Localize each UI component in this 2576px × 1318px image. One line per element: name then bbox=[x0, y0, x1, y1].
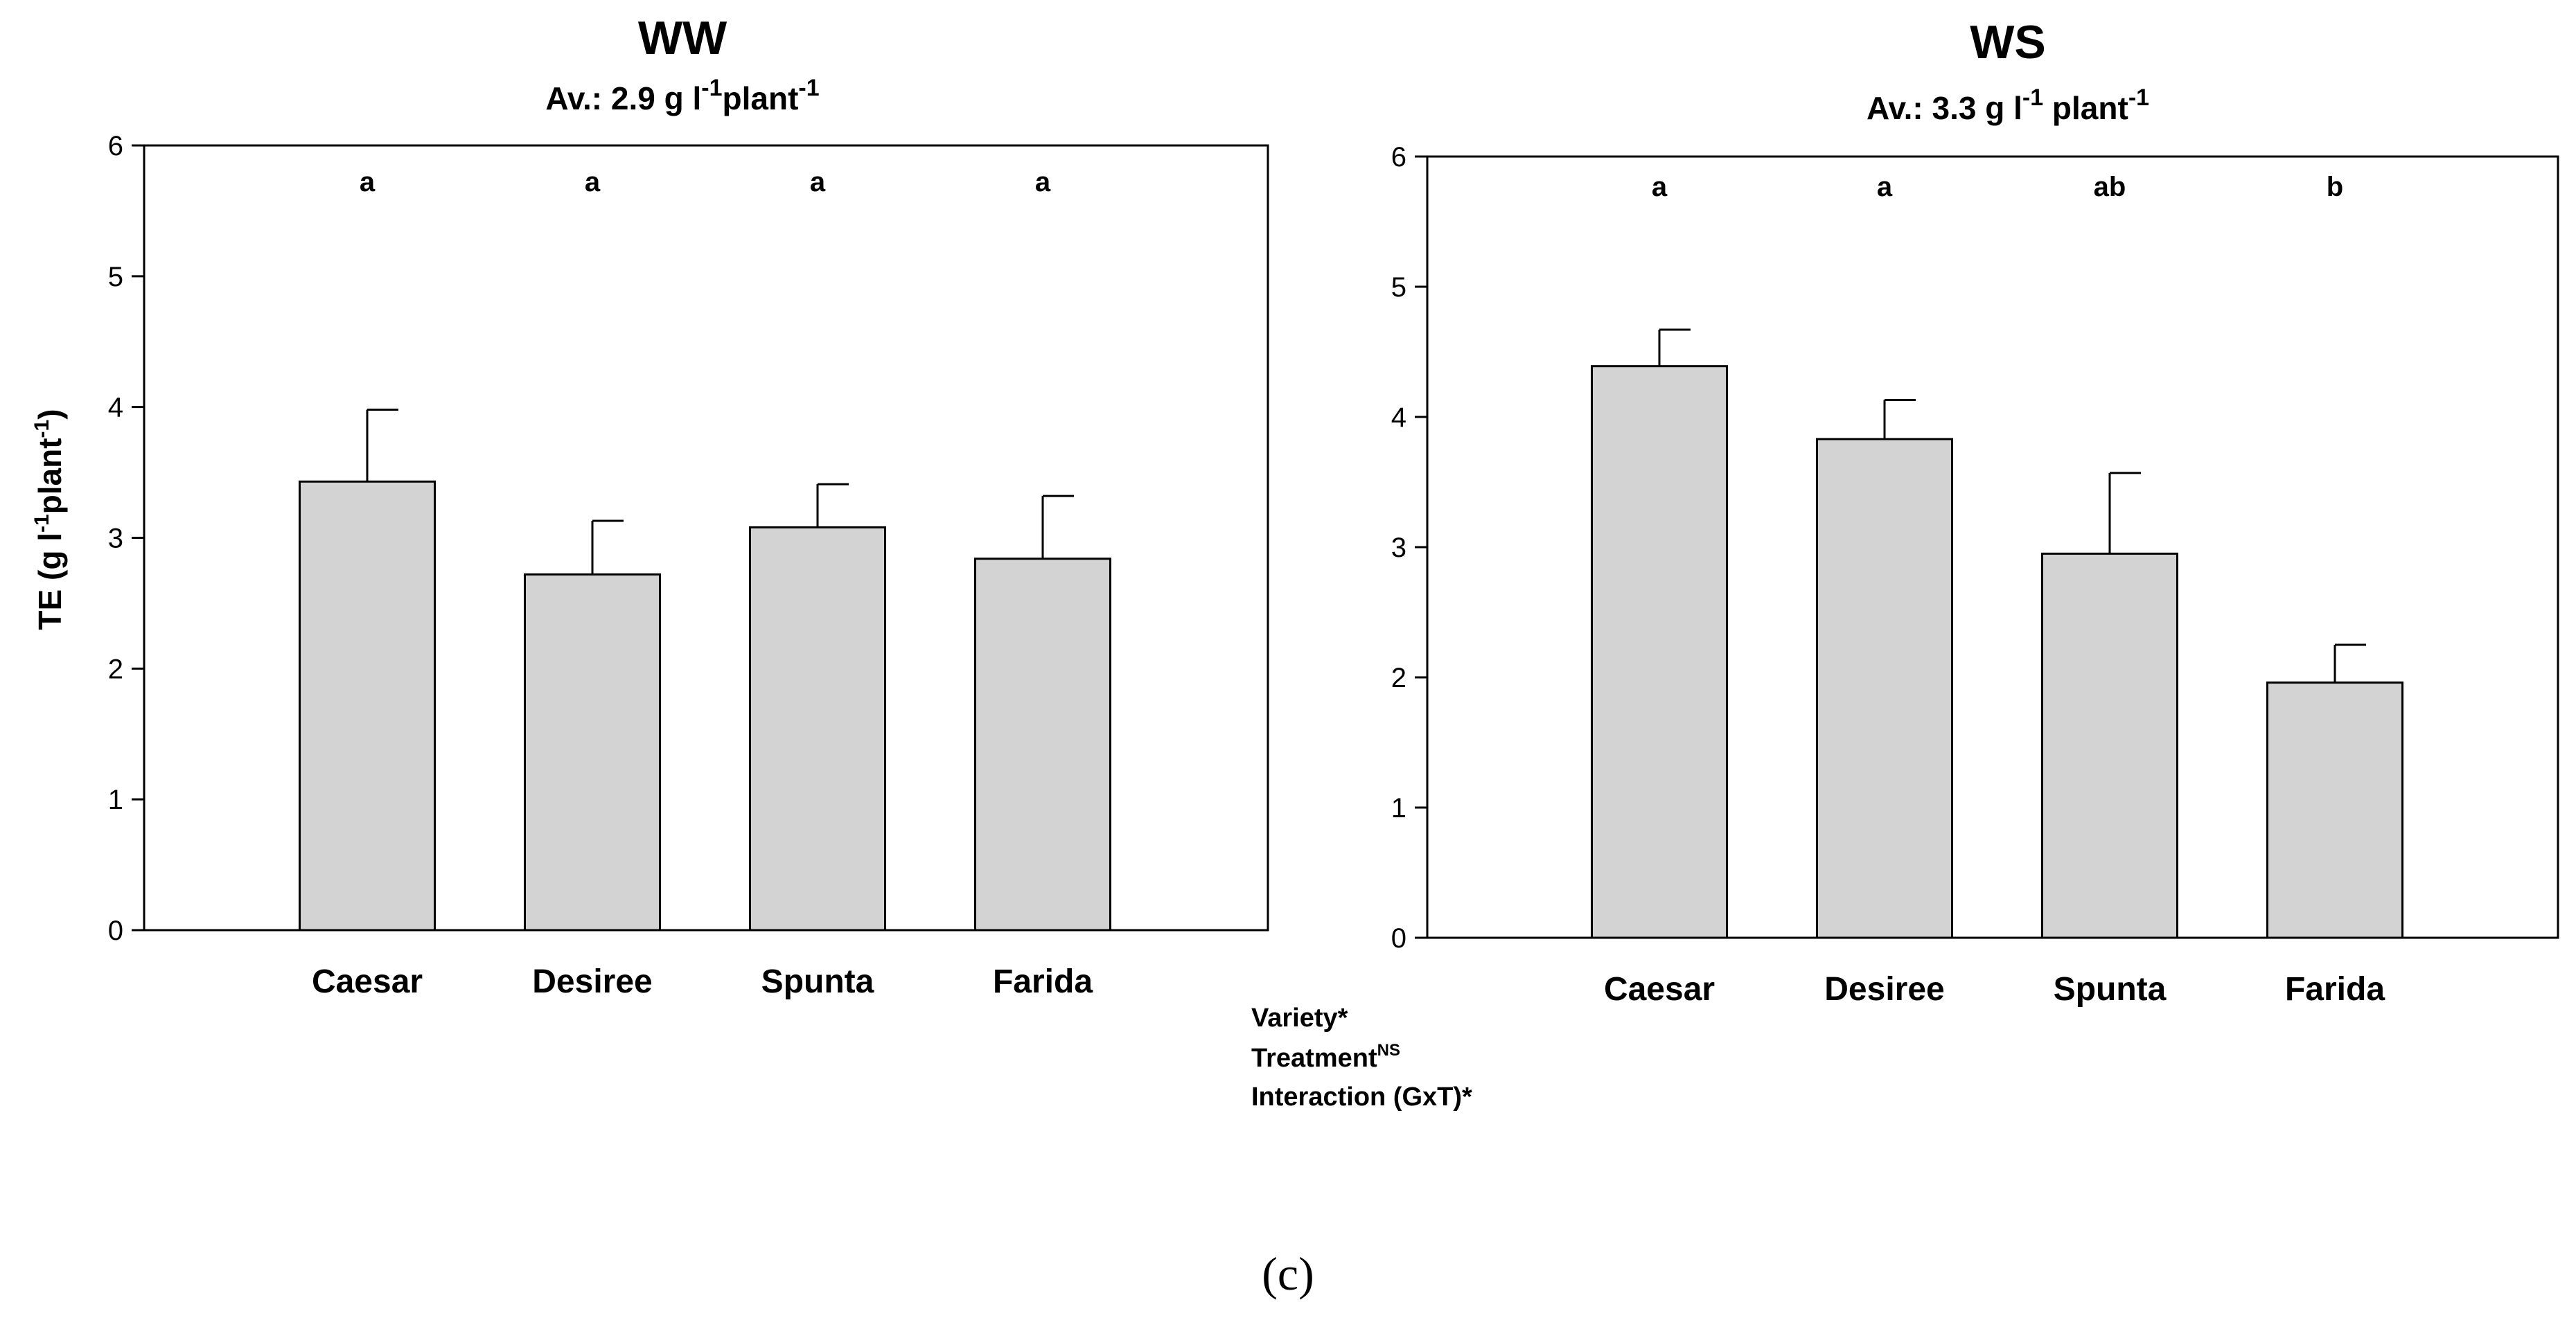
chart-ww-bar bbox=[974, 558, 1111, 932]
chart-ww-subtitle: Av.: 2.9 g l-1plant-1 bbox=[545, 75, 819, 116]
chart-ww-category-label: Spunta bbox=[761, 963, 874, 1000]
chart-ws-ytick-label: 2 bbox=[1391, 663, 1406, 693]
chart-ws-ytick-label: 1 bbox=[1391, 793, 1406, 823]
chart-ws-title: WS bbox=[1970, 16, 2046, 69]
chart-ws-bar bbox=[1591, 365, 1728, 939]
stats-treatment: TreatmentNS bbox=[1251, 1041, 1400, 1073]
stats-note: Variety* TreatmentNS Interaction (GxT)* bbox=[1251, 1004, 1472, 1112]
chart-ws-ytick-label: 3 bbox=[1391, 533, 1406, 563]
chart-ws-significance-letter: ab bbox=[2094, 172, 2126, 202]
chart-ww-ytick-label: 6 bbox=[108, 131, 123, 161]
stats-variety: Variety* bbox=[1251, 1004, 1348, 1033]
chart-ws-bar bbox=[1816, 438, 1953, 939]
chart-ww-ytick-label: 4 bbox=[108, 393, 123, 423]
chart-ww-bar bbox=[524, 573, 661, 932]
chart-ww: WW Av.: 2.9 g l-1plant-1 TE (g l-1plant-… bbox=[30, 12, 1269, 1000]
chart-ww-significance-letter: a bbox=[585, 167, 601, 197]
chart-ws-category-label: Desiree bbox=[1824, 971, 1944, 1008]
chart-ww-bar bbox=[299, 480, 436, 932]
chart-ww-ytick-label: 2 bbox=[108, 654, 123, 684]
chart-ww-category-label: Caesar bbox=[312, 963, 423, 1000]
chart-ws-ytick-label: 0 bbox=[1391, 923, 1406, 954]
chart-ws-significance-letter: a bbox=[1877, 172, 1893, 202]
chart-ws-category-label: Spunta bbox=[2054, 971, 2167, 1008]
chart-ws: WS Av.: 3.3 g l-1 plant-1 0 1 2 3 4 5 6 Caesar a… bbox=[1391, 16, 2559, 1008]
chart-ws-bar bbox=[2266, 682, 2403, 939]
chart-ww-bar bbox=[749, 526, 886, 932]
chart-ww-ytick-label: 1 bbox=[108, 785, 123, 815]
chart-ww-category-label: Farida bbox=[993, 963, 1093, 1000]
chart-ww-significance-letter: a bbox=[1035, 167, 1051, 197]
chart-ww-ytick-label: 3 bbox=[108, 524, 123, 554]
chart-ww-significance-letter: a bbox=[810, 167, 826, 197]
chart-ws-subtitle: Av.: 3.3 g l-1 plant-1 bbox=[1867, 84, 2149, 126]
panel-label: (c) bbox=[1262, 1247, 1314, 1300]
chart-ww-title: WW bbox=[638, 12, 727, 64]
stats-interaction: Interaction (GxT)* bbox=[1251, 1083, 1472, 1112]
chart-ww-significance-letter: a bbox=[360, 167, 376, 197]
chart-ww-ytick-label: 5 bbox=[108, 262, 123, 292]
chart-ws-significance-letter: b bbox=[2327, 172, 2343, 202]
chart-ws-category-label: Caesar bbox=[1604, 971, 1715, 1008]
chart-ww-ytick-label: 0 bbox=[108, 916, 123, 946]
chart-ww-ylabel: TE (g l-1plant-1) bbox=[30, 409, 68, 630]
chart-ws-ytick-label: 4 bbox=[1391, 402, 1406, 433]
chart-ws-category-label: Farida bbox=[2285, 971, 2385, 1008]
chart-ws-ytick-label: 5 bbox=[1391, 272, 1406, 303]
chart-ws-bar bbox=[2041, 552, 2178, 939]
chart-ws-significance-letter: a bbox=[1652, 172, 1668, 202]
chart-ww-category-label: Desiree bbox=[532, 963, 652, 1000]
chart-ws-ytick-label: 6 bbox=[1391, 142, 1406, 172]
